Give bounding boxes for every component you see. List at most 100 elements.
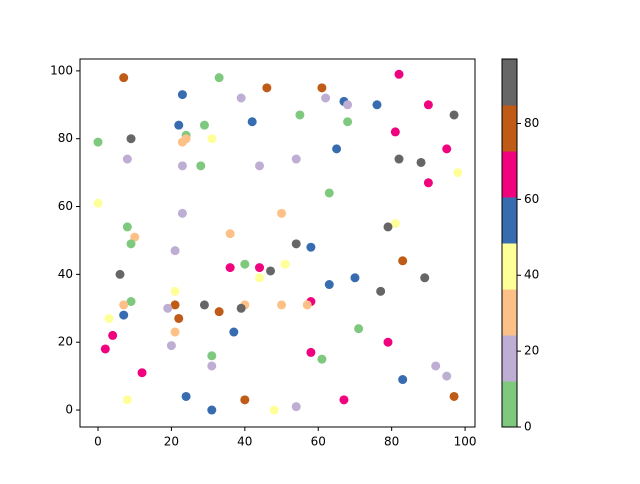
colorbar-tick-label: 40 (524, 268, 539, 282)
point (262, 83, 272, 93)
point (423, 100, 433, 110)
colorbar-segment (502, 381, 517, 428)
point (324, 188, 334, 198)
point (390, 218, 400, 228)
point (383, 337, 393, 347)
x-tick-label: 80 (384, 435, 399, 449)
point (207, 361, 217, 371)
point (177, 90, 187, 100)
point (291, 402, 301, 412)
point (93, 198, 103, 208)
point (255, 161, 265, 171)
colorbar-segment (502, 105, 517, 152)
point (394, 154, 404, 164)
point (130, 232, 140, 242)
point (295, 110, 305, 120)
point (174, 313, 184, 323)
point (166, 341, 176, 351)
point (449, 110, 459, 120)
point (354, 324, 364, 334)
point (431, 361, 441, 371)
point (229, 327, 239, 337)
x-tick-label: 20 (164, 435, 179, 449)
colorbar-segment (502, 59, 517, 106)
point (442, 371, 452, 381)
point (306, 347, 316, 357)
point (240, 395, 250, 405)
point (240, 259, 250, 269)
point (122, 154, 132, 164)
point (291, 154, 301, 164)
point (199, 120, 209, 130)
point (119, 310, 129, 320)
point (383, 222, 393, 232)
point (170, 286, 180, 296)
point (236, 303, 246, 313)
point (339, 395, 349, 405)
point (277, 208, 287, 218)
point (126, 297, 136, 307)
point (174, 120, 184, 130)
point (170, 300, 180, 310)
point (317, 354, 327, 364)
point (199, 300, 209, 310)
point (416, 157, 426, 167)
colorbar-segment (502, 151, 517, 198)
point (177, 208, 187, 218)
colorbar-segment (502, 289, 517, 336)
y-tick-label: 80 (58, 131, 73, 145)
y-tick-label: 60 (58, 199, 73, 213)
colorbar-tick-label: 80 (524, 116, 539, 130)
point (163, 303, 173, 313)
y-tick-label: 0 (65, 403, 73, 417)
colorbar-tick-label: 20 (524, 344, 539, 358)
x-tick-label: 40 (237, 435, 252, 449)
point (236, 93, 246, 103)
point (398, 256, 408, 266)
colorbar-tick-label: 0 (524, 420, 532, 434)
point (390, 127, 400, 137)
point (247, 117, 257, 127)
point (449, 391, 459, 401)
point (108, 330, 118, 340)
point (119, 300, 129, 310)
y-tick-label: 20 (58, 335, 73, 349)
point (255, 273, 265, 283)
point (126, 239, 136, 249)
point (100, 344, 110, 354)
colorbar-segment (502, 243, 517, 290)
point (332, 144, 342, 154)
point (317, 83, 327, 93)
point (115, 269, 125, 279)
point (376, 286, 386, 296)
colorbar-segment (502, 335, 517, 382)
point (277, 300, 287, 310)
point (170, 246, 180, 256)
colorbar-segment (502, 197, 517, 244)
point (302, 300, 312, 310)
point (343, 100, 353, 110)
x-tick-label: 0 (94, 435, 102, 449)
point (269, 405, 279, 415)
point (291, 239, 301, 249)
point (177, 161, 187, 171)
axes-frame (79, 58, 476, 428)
point (119, 73, 129, 83)
point (343, 117, 353, 127)
point (122, 222, 132, 232)
point (442, 144, 452, 154)
point (177, 137, 187, 147)
point (137, 368, 147, 378)
point (225, 263, 235, 273)
point (196, 161, 206, 171)
point (207, 134, 217, 144)
colorbar-tick-label: 60 (524, 192, 539, 206)
point (453, 168, 463, 178)
point (266, 266, 276, 276)
point (104, 313, 114, 323)
point (170, 327, 180, 337)
point (324, 280, 334, 290)
y-tick-label: 100 (50, 63, 73, 77)
